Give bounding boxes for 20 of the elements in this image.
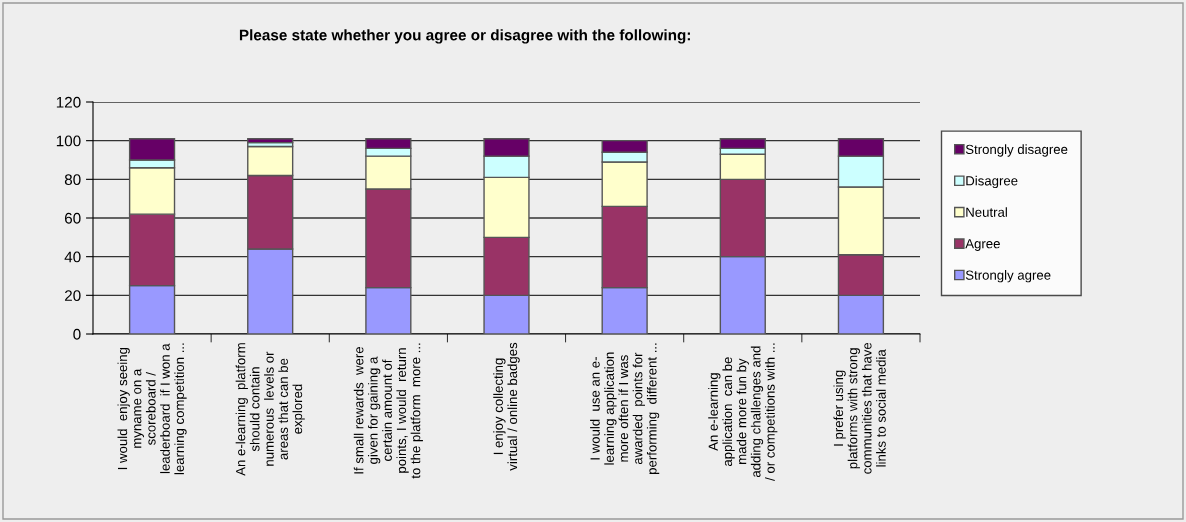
y-tick-label: 60 bbox=[64, 212, 81, 224]
x-tick-label: I would enjoy seeing myname on a scoreboard / leaderboard if I won a learning competition ... bbox=[117, 343, 187, 475]
y-tick-label: 120 bbox=[56, 96, 81, 108]
legend-label: Agree bbox=[965, 239, 1000, 251]
x-tick-label: I would use an e- learning application more often if I was awarded points for performing different ... bbox=[590, 343, 660, 474]
x-tick-label: If small rewards were given for gaining a certain amount of points, I would return to the platform more ... bbox=[353, 343, 423, 479]
legend-label: Disagree bbox=[966, 175, 1018, 189]
y-tick-label: 100 bbox=[56, 135, 81, 147]
x-tick-label: An e-learning platform should contain numerous levels or areas that can be explored bbox=[235, 343, 305, 476]
legend-label: Strongly agree bbox=[965, 270, 1051, 283]
legend-label: Strongly disagree bbox=[965, 144, 1068, 157]
y-tick-label: 20 bbox=[64, 290, 81, 302]
bar bbox=[247, 138, 294, 144]
y-tick-label: 80 bbox=[64, 174, 81, 186]
y-tick-label: 0 bbox=[73, 328, 81, 340]
x-tick-label: An e-learning application can be made more fun by adding challenges and / or competitions with ... bbox=[708, 343, 778, 481]
chart-title: Please state whether you agree or disagree with the following: bbox=[239, 29, 690, 44]
y-tick-label: 40 bbox=[64, 251, 81, 263]
legend-label: Neutral bbox=[966, 207, 1007, 217]
x-tick-label: I enjoy collecting virtual / online badges bbox=[493, 342, 520, 471]
